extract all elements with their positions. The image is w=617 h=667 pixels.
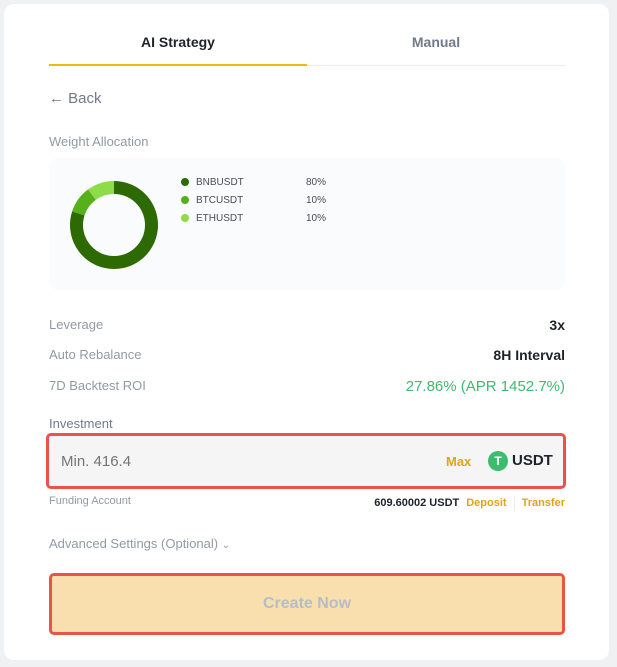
leverage-label: Leverage bbox=[49, 317, 104, 332]
advanced-settings-label: Advanced Settings (Optional) bbox=[49, 536, 219, 551]
back-button[interactable]: ← Back bbox=[49, 90, 102, 107]
currency-label: USDT bbox=[512, 452, 553, 469]
funding-account-label: Funding Account bbox=[49, 495, 131, 507]
legend-item: BTCUSDT 10% bbox=[181, 195, 341, 206]
advanced-settings-toggle[interactable]: Advanced Settings (Optional) ⌄ bbox=[49, 536, 230, 551]
tab-manual[interactable]: Manual bbox=[411, 34, 461, 50]
donut-slice-bnbusdt bbox=[70, 181, 158, 269]
active-tab-indicator bbox=[49, 64, 307, 66]
max-button[interactable]: Max bbox=[446, 454, 472, 469]
legend-dot bbox=[181, 196, 189, 204]
legend-item: ETHUSDT 10% bbox=[181, 213, 341, 224]
tab-ai-strategy[interactable]: AI Strategy bbox=[141, 34, 215, 50]
legend-percent: 10% bbox=[306, 195, 327, 206]
legend-symbol: BTCUSDT bbox=[196, 195, 244, 206]
allocation-panel: BNBUSDT 80% BTCUSDT 10% ETHUSDT 10% bbox=[49, 158, 565, 290]
weight-allocation-title: Weight Allocation bbox=[49, 134, 149, 149]
arrow-left-icon: ← bbox=[49, 90, 64, 107]
allocation-donut bbox=[70, 181, 158, 269]
investment-input[interactable] bbox=[61, 448, 421, 474]
donut-slice-ethusdt bbox=[88, 181, 114, 200]
legend-percent: 10% bbox=[306, 213, 327, 224]
chevron-down-icon: ⌄ bbox=[221, 540, 231, 551]
strategy-card bbox=[4, 4, 609, 660]
leverage-value: 3x bbox=[549, 317, 565, 333]
legend-dot bbox=[181, 214, 189, 222]
legend-item: BNBUSDT 80% bbox=[181, 177, 341, 188]
transfer-link[interactable]: Transfer bbox=[521, 497, 565, 509]
back-label: Back bbox=[68, 90, 102, 107]
auto-rebalance-label: Auto Rebalance bbox=[49, 347, 142, 362]
auto-rebalance-value: 8H Interval bbox=[493, 347, 565, 363]
legend-symbol: BNBUSDT bbox=[196, 177, 244, 188]
donut-slice-btcusdt bbox=[72, 189, 96, 216]
deposit-link[interactable]: Deposit bbox=[466, 497, 507, 509]
funding-row: 609.60002 USDT Deposit Transfer bbox=[374, 495, 565, 511]
create-now-button[interactable]: Create Now bbox=[49, 573, 565, 635]
tab-divider bbox=[49, 65, 565, 66]
legend-symbol: ETHUSDT bbox=[196, 213, 244, 224]
backtest-roi-value: 27.86% (APR 1452.7%) bbox=[405, 378, 565, 395]
tether-icon: T bbox=[488, 451, 508, 471]
backtest-roi-label: 7D Backtest ROI bbox=[49, 378, 146, 393]
divider bbox=[513, 495, 515, 511]
investment-input-box[interactable]: Max T USDT bbox=[46, 433, 566, 489]
legend-dot bbox=[181, 178, 189, 186]
funding-balance: 609.60002 USDT bbox=[374, 497, 460, 509]
legend-percent: 80% bbox=[306, 177, 327, 188]
investment-label: Investment bbox=[49, 416, 113, 431]
